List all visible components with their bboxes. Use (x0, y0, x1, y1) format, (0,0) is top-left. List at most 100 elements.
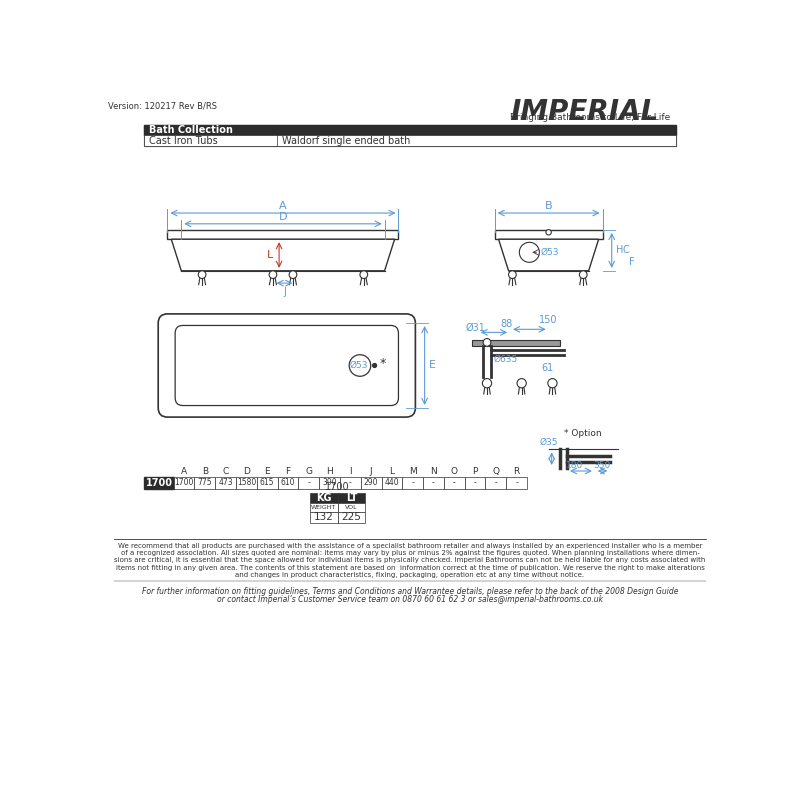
FancyBboxPatch shape (402, 477, 423, 489)
Text: Ø35: Ø35 (539, 438, 558, 447)
Text: of a recognized association. All sizes quoted are nominal: items may vary by plu: of a recognized association. All sizes q… (121, 550, 699, 556)
Text: Version: 120217 Rev B/RS: Version: 120217 Rev B/RS (108, 102, 217, 110)
Text: 1700: 1700 (146, 478, 173, 488)
Text: 615: 615 (260, 478, 274, 487)
FancyBboxPatch shape (257, 477, 278, 489)
Text: M: M (409, 466, 417, 476)
Text: Ø31: Ø31 (466, 323, 486, 333)
Text: A: A (181, 466, 187, 476)
FancyBboxPatch shape (506, 477, 527, 489)
Text: -: - (432, 478, 435, 487)
Text: -: - (349, 478, 352, 487)
Text: -: - (494, 478, 498, 487)
Text: 440: 440 (385, 478, 399, 487)
Text: E: E (264, 466, 270, 476)
Text: 775: 775 (198, 478, 212, 487)
Text: -: - (515, 478, 518, 487)
Polygon shape (171, 239, 394, 270)
Text: 350: 350 (594, 461, 610, 470)
FancyBboxPatch shape (158, 314, 415, 417)
Text: P: P (472, 466, 478, 476)
Text: F: F (286, 466, 290, 476)
Text: J: J (283, 287, 286, 297)
Text: 88: 88 (501, 319, 513, 329)
FancyBboxPatch shape (310, 502, 338, 512)
FancyBboxPatch shape (319, 477, 340, 489)
FancyBboxPatch shape (338, 502, 366, 512)
Circle shape (579, 270, 587, 278)
FancyBboxPatch shape (310, 493, 338, 502)
Text: and changes in product characteristics, fixing, packaging, operation etc at any : and changes in product characteristics, … (235, 572, 585, 578)
Text: H: H (616, 246, 624, 255)
Text: KG: KG (316, 493, 331, 502)
FancyBboxPatch shape (278, 477, 298, 489)
FancyBboxPatch shape (338, 493, 366, 502)
Circle shape (509, 270, 516, 278)
Text: F: F (629, 257, 634, 266)
Circle shape (482, 378, 492, 388)
Text: 290: 290 (364, 478, 378, 487)
Text: We recommend that all products are purchased with the assistance of a specialist: We recommend that all products are purch… (118, 542, 702, 549)
FancyBboxPatch shape (361, 477, 382, 489)
Circle shape (269, 270, 277, 278)
Text: N: N (430, 466, 437, 476)
Circle shape (349, 354, 370, 376)
FancyBboxPatch shape (174, 477, 194, 489)
Text: 132: 132 (314, 512, 334, 522)
FancyBboxPatch shape (298, 477, 319, 489)
FancyBboxPatch shape (423, 477, 444, 489)
Circle shape (517, 378, 526, 388)
Text: J: J (370, 466, 373, 476)
FancyBboxPatch shape (444, 477, 465, 489)
Text: L: L (390, 466, 394, 476)
Text: -: - (453, 478, 456, 487)
Text: R: R (514, 466, 520, 476)
FancyBboxPatch shape (215, 477, 236, 489)
FancyBboxPatch shape (382, 477, 402, 489)
Text: Ø635: Ø635 (493, 354, 518, 364)
Text: 180: 180 (566, 461, 582, 470)
FancyBboxPatch shape (236, 477, 257, 489)
Text: D: D (278, 211, 287, 222)
Text: *: * (379, 358, 386, 370)
Text: 610: 610 (281, 478, 295, 487)
Text: -: - (474, 478, 477, 487)
Circle shape (373, 363, 377, 367)
Text: LT: LT (346, 493, 357, 502)
Text: or contact Imperial’s Customer Service team on 0870 60 61 62 3 or sales@imperial: or contact Imperial’s Customer Service t… (217, 595, 603, 604)
FancyBboxPatch shape (194, 477, 215, 489)
Text: G: G (306, 466, 312, 476)
FancyBboxPatch shape (338, 512, 366, 522)
Text: 390: 390 (322, 478, 337, 487)
Circle shape (519, 242, 539, 262)
Text: B: B (545, 201, 553, 210)
FancyBboxPatch shape (144, 135, 676, 146)
FancyBboxPatch shape (144, 126, 676, 135)
Text: A: A (279, 201, 286, 210)
Text: Bath Collection: Bath Collection (149, 126, 233, 135)
FancyBboxPatch shape (175, 326, 398, 406)
Text: WEIGHT: WEIGHT (311, 505, 337, 510)
Text: For further information on fitting guidelines, Terms and Conditions and Warrante: For further information on fitting guide… (142, 587, 678, 596)
Text: 1580: 1580 (237, 478, 256, 487)
Circle shape (483, 338, 491, 346)
Text: * Option: * Option (564, 430, 602, 438)
Text: 1700: 1700 (174, 478, 194, 487)
Text: L: L (266, 250, 273, 260)
FancyBboxPatch shape (494, 230, 602, 239)
FancyBboxPatch shape (472, 340, 560, 346)
Text: Bringing Bathrooms to Life, For Life: Bringing Bathrooms to Life, For Life (510, 113, 670, 122)
FancyBboxPatch shape (310, 512, 338, 522)
Text: -: - (411, 478, 414, 487)
Circle shape (546, 230, 551, 235)
Text: 61: 61 (541, 363, 553, 373)
Text: D: D (243, 466, 250, 476)
Circle shape (198, 270, 206, 278)
Circle shape (360, 270, 368, 278)
Circle shape (289, 270, 297, 278)
Text: Cast Iron Tubs: Cast Iron Tubs (149, 136, 218, 146)
Text: 473: 473 (218, 478, 233, 487)
Text: Q: Q (492, 466, 499, 476)
Text: H: H (326, 466, 333, 476)
Text: 150: 150 (539, 315, 558, 325)
